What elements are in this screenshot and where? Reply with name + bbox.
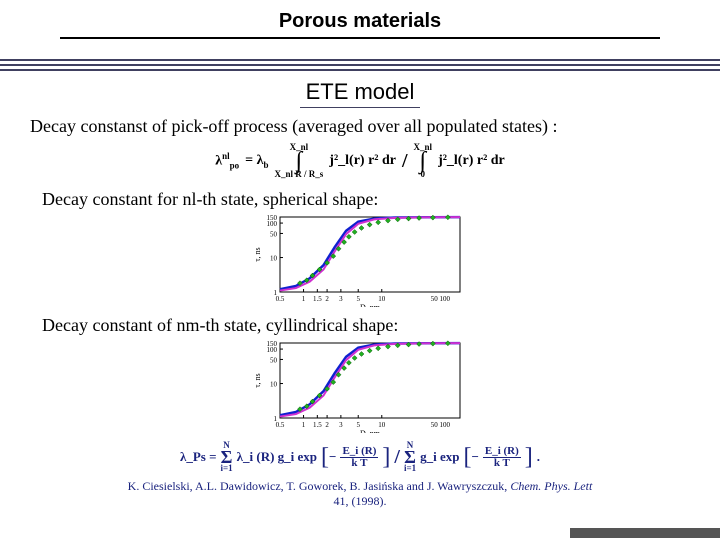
svg-text:1.5: 1.5 — [313, 421, 322, 429]
triple-rule — [0, 59, 720, 71]
svg-text:10: 10 — [270, 255, 278, 263]
svg-text:10: 10 — [270, 381, 278, 389]
corner-shadow — [570, 528, 720, 538]
subtitle-text: ETE model — [300, 79, 421, 108]
svg-text:D, nm: D, nm — [360, 429, 381, 433]
svg-text:150: 150 — [267, 340, 278, 348]
svg-text:τ, ns: τ, ns — [253, 373, 262, 387]
svg-text:50 100: 50 100 — [431, 295, 451, 303]
svg-text:3: 3 — [339, 421, 343, 429]
svg-text:50: 50 — [270, 356, 278, 364]
svg-text:D, nm: D, nm — [360, 303, 381, 307]
text-line-3: Decay constant of nm-th state, cyllindri… — [42, 315, 700, 336]
text-line-1: Decay constanst of pick-off process (ave… — [30, 116, 700, 137]
equation-2: λ_Ps = NΣi=1 λ_i (R) g_i exp [ − E_i (R)… — [0, 441, 720, 473]
svg-text:1: 1 — [302, 295, 306, 303]
svg-text:0.5: 0.5 — [276, 295, 285, 303]
text-line-2: Decay constant for nl-th state, spherica… — [42, 189, 700, 210]
svg-text:5: 5 — [356, 421, 360, 429]
svg-text:1: 1 — [302, 421, 306, 429]
svg-text:1.5: 1.5 — [313, 295, 322, 303]
svg-text:10: 10 — [378, 421, 386, 429]
svg-text:3: 3 — [339, 295, 343, 303]
svg-text:50: 50 — [270, 230, 278, 238]
svg-text:50 100: 50 100 — [431, 421, 451, 429]
svg-text:5: 5 — [356, 295, 360, 303]
chart-1: 110501001500.511.52351050 100D, nmτ, ns — [0, 212, 720, 307]
slide-title: Porous materials — [0, 0, 720, 33]
svg-text:150: 150 — [267, 214, 278, 222]
title-underline — [60, 37, 660, 39]
citation: K. Ciesielski, A.L. Dawidowicz, T. Gowor… — [0, 479, 720, 509]
svg-text:10: 10 — [378, 295, 386, 303]
chart-2: 110501001500.511.52351050 100D, nmτ, ns — [0, 338, 720, 433]
svg-text:2: 2 — [325, 421, 329, 429]
subtitle: ETE model — [0, 79, 720, 110]
svg-text:2: 2 — [325, 295, 329, 303]
equation-1: λnlpo = λb X_nl ∫ X_nl R / R_s j²_l(r) r… — [0, 143, 720, 179]
svg-text:0.5: 0.5 — [276, 421, 285, 429]
svg-text:τ, ns: τ, ns — [253, 247, 262, 261]
